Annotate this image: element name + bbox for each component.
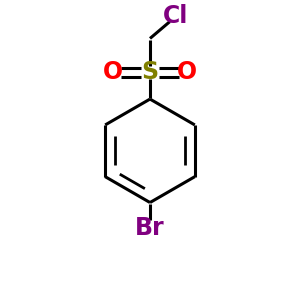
Text: Br: Br bbox=[135, 216, 165, 240]
Text: Cl: Cl bbox=[162, 4, 188, 28]
Text: S: S bbox=[141, 61, 159, 85]
Text: O: O bbox=[177, 61, 197, 85]
Text: O: O bbox=[103, 61, 123, 85]
